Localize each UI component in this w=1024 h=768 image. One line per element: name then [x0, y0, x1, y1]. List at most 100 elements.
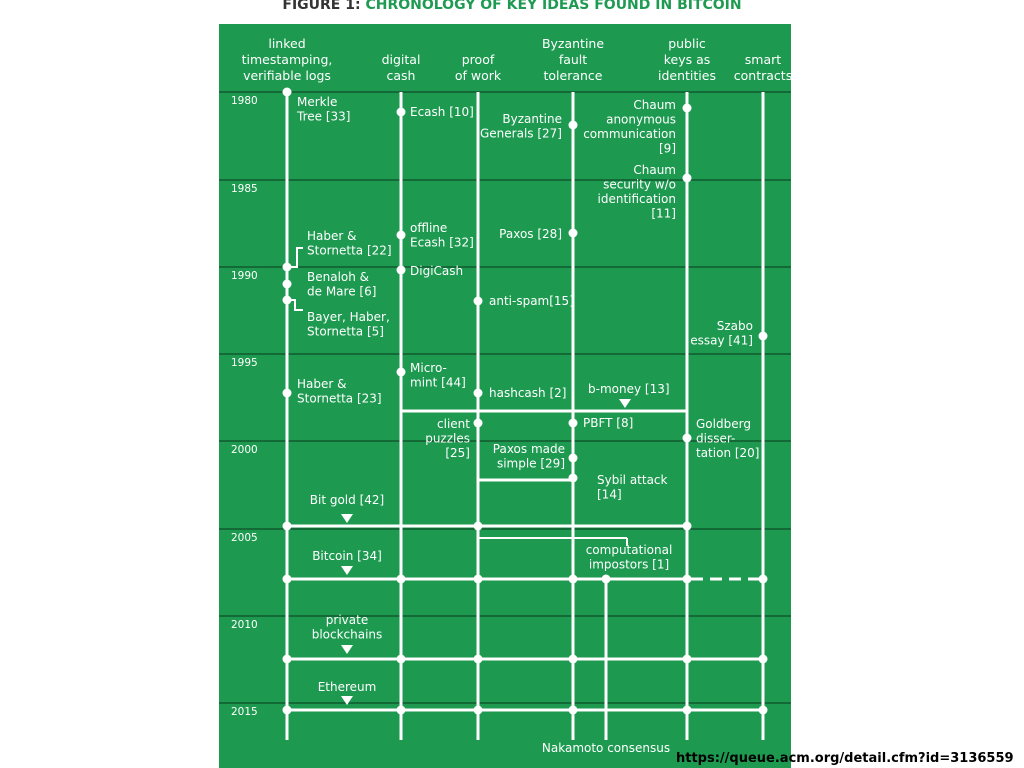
source-url[interactable]: https://queue.acm.org/detail.cfm?id=3136…	[676, 751, 1014, 766]
idea-chaum1-line: communication	[583, 127, 676, 141]
idea-chaum1-line: Chaum	[633, 98, 676, 112]
year-label: 2010	[231, 619, 258, 631]
column-header-dc: digital cash	[382, 52, 421, 83]
idea-chaum2: Chaum security w/o identification [11]	[598, 163, 676, 221]
idea-haber22-line: Stornetta [22]	[307, 244, 392, 258]
event-dot	[282, 574, 292, 584]
idea-chaum2-line: security w/o	[603, 178, 676, 192]
idea-goldberg-line: tation [20]	[696, 446, 760, 460]
event-dot	[682, 574, 692, 584]
column-header-ts-line: linked	[268, 36, 305, 51]
event-dot	[396, 230, 406, 240]
event-dot	[758, 331, 768, 341]
event-dot	[682, 654, 692, 664]
idea-bayer: Bayer, Haber, Stornetta [5]	[307, 310, 390, 339]
figure-title-prefix: FIGURE 1:	[282, 0, 361, 13]
idea-hashcash: hashcash [2]	[489, 386, 566, 400]
idea-goldberg-line: Goldberg	[696, 417, 751, 431]
idea-merkle-line: Tree [33]	[296, 110, 350, 124]
idea-haber22: Haber & Stornetta [22]	[307, 229, 392, 258]
idea-benaloh: Benaloh & de Mare [6]	[307, 270, 376, 299]
idea-bmoney-line: b-money [13]	[588, 382, 670, 396]
column-header-sc-line: smart	[745, 52, 781, 67]
event-dot	[282, 279, 292, 289]
idea-bitcoin: Bitcoin [34]	[312, 549, 382, 563]
idea-ethereum: Ethereum	[318, 680, 377, 694]
year-label: 1985	[231, 183, 258, 195]
idea-offline: offline Ecash [32]	[410, 221, 474, 250]
column-header-ts: linked timestamping, verifiable logs	[242, 36, 333, 83]
idea-client-line: puzzles	[425, 432, 470, 446]
idea-bitcoin-line: Bitcoin [34]	[312, 549, 382, 563]
idea-compimp: computational impostors [1]	[586, 543, 673, 572]
idea-digicash: DigiCash	[410, 264, 463, 278]
idea-client: client puzzles [25]	[425, 417, 470, 460]
idea-bmoney: b-money [13]	[588, 382, 670, 396]
idea-goldberg: Goldberg disser-tation [20]	[696, 417, 760, 460]
figure-title-text: CHRONOLOGY OF KEY IDEAS FOUND IN BITCOIN	[365, 0, 742, 13]
idea-private-line: blockchains	[312, 628, 383, 642]
idea-chaum2-line: identification	[598, 192, 676, 206]
idea-haber22-line: Haber &	[307, 229, 356, 243]
idea-nakamoto-line: Nakamoto consensus	[542, 741, 670, 755]
column-header-dc-line: digital	[382, 52, 421, 67]
idea-antispam: anti-spam[15]	[489, 294, 574, 308]
column-header-pk-line: public	[668, 36, 706, 51]
event-dot	[282, 87, 292, 97]
event-dot	[568, 473, 578, 483]
event-dot	[568, 418, 578, 428]
year-label: 1990	[231, 270, 258, 282]
idea-paxossimp: Paxos made simple [29]	[493, 442, 565, 471]
column-header-dc-line: cash	[387, 68, 416, 83]
idea-micromint-line: Micro-	[410, 361, 447, 375]
event-dot	[682, 433, 692, 443]
event-dot	[396, 574, 406, 584]
event-dot	[568, 228, 578, 238]
bitcoin-arrow	[341, 566, 353, 575]
ethereum-arrow	[341, 696, 353, 705]
idea-sybil: Sybil attack [14]	[597, 473, 668, 502]
diagram-panel	[219, 24, 791, 768]
idea-byzgen-line: Byzantine	[502, 112, 562, 126]
column-header-ts-line: verifiable logs	[243, 68, 331, 83]
idea-szabo-line: Szabo	[717, 319, 753, 333]
event-dot	[396, 265, 406, 275]
idea-bitgold: Bit gold [42]	[310, 493, 384, 507]
event-dot	[396, 107, 406, 117]
column-header-pk-line: identities	[658, 68, 716, 83]
event-dot	[758, 574, 768, 584]
bracket-haber	[288, 247, 303, 268]
idea-micromint-line: mint [44]	[410, 376, 466, 390]
event-dot	[758, 705, 768, 715]
idea-chaum2-line: [11]	[651, 207, 676, 221]
idea-ecash-line: Ecash [10]	[410, 105, 474, 119]
event-dot	[473, 574, 483, 584]
column-header-ts-line: timestamping,	[242, 52, 333, 67]
idea-pbft-line: PBFT [8]	[583, 416, 633, 430]
year-label: 1995	[231, 357, 258, 369]
event-dot	[282, 295, 292, 305]
idea-byzgen: Byzantine Generals [27]	[480, 112, 562, 141]
idea-ethereum-line: Ethereum	[318, 680, 377, 694]
idea-haber23: Haber & Stornetta [23]	[297, 377, 382, 406]
idea-pbft: PBFT [8]	[583, 416, 633, 430]
idea-haber23-line: Haber &	[297, 377, 346, 391]
bitgold-arrow	[341, 514, 353, 523]
idea-bayer-line: Stornetta [5]	[307, 325, 384, 339]
event-dot	[282, 388, 292, 398]
event-dot	[682, 521, 692, 531]
idea-szabo: Szabo essay [41]	[690, 319, 753, 348]
idea-sybil-line: Sybil attack	[597, 473, 668, 487]
event-dot	[682, 103, 692, 113]
idea-chaum1-line: [9]	[659, 142, 676, 156]
event-dot	[568, 705, 578, 715]
event-dot	[473, 296, 483, 306]
idea-sybil-line: [14]	[597, 488, 622, 502]
column-header-pow-line: of work	[455, 68, 502, 83]
private-blockchains-arrow	[341, 645, 353, 654]
idea-client-line: [25]	[445, 446, 470, 460]
idea-goldberg-line: disser-	[696, 432, 735, 446]
event-dot	[682, 173, 692, 183]
column-header-sc: smart contracts	[734, 52, 792, 83]
